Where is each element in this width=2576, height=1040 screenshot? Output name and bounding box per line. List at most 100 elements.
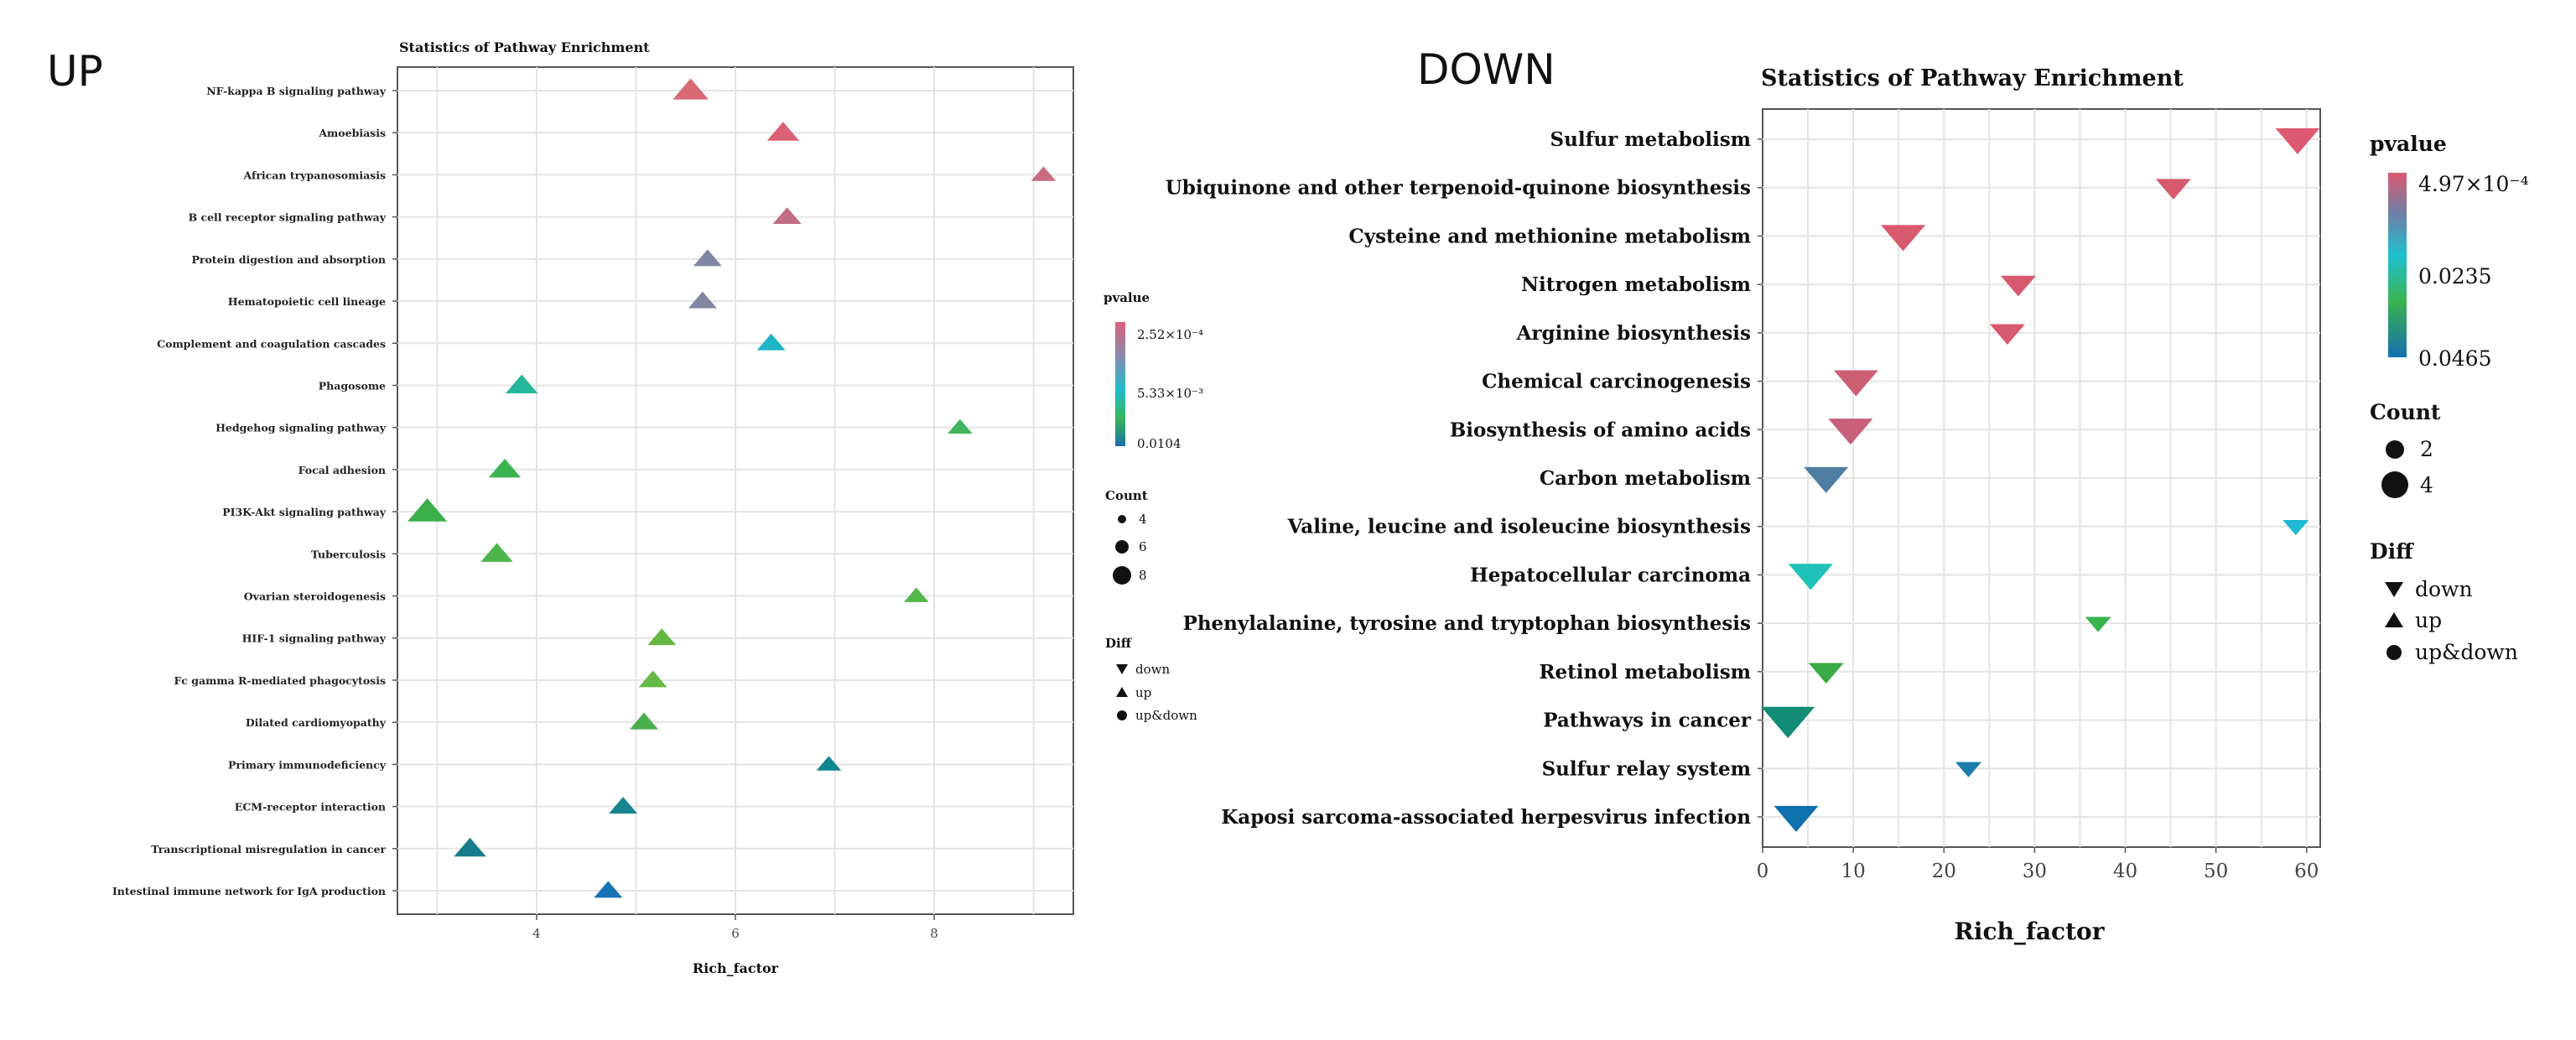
legend-size-label-down: 4 [2420,473,2433,497]
data-point [903,587,929,602]
x-tick-label: 60 [2294,861,2319,882]
data-point [505,374,538,393]
data-point [454,837,486,857]
data-point [1788,564,1833,590]
x-tick-label: 0 [1757,861,1769,882]
legend-color-label-down: 0.0465 [2418,346,2491,371]
data-point [772,207,802,225]
category-label: Intestinal immune network for IgA produc… [112,885,386,897]
legend-shape-label-up: up [1135,685,1151,700]
category-label: Retinol metabolism [1539,661,1751,684]
x-tick-label: 30 [2023,861,2047,882]
x-axis-label-up: Rich_factor [693,960,779,976]
legend-up: pvalue 2.52×10⁻⁴ 5.33×10⁻³ 0.0104 Count … [1104,290,1203,723]
x-ticks-up: 4 6 8 [532,914,938,941]
category-label: Sulfur relay system [1542,757,1751,780]
legend-shape-title-up: Diff [1105,636,1133,651]
category-label: Primary immunodeficiency [228,758,387,771]
x-tick-label: 40 [2113,861,2137,882]
colorbar-down [2388,173,2407,357]
legend-shape-title-down: Diff [2370,539,2414,564]
category-label: Phenylalanine, tyrosine and tryptophan b… [1183,612,1751,635]
data-point [1955,762,1981,777]
data-point [673,78,709,100]
x-tick-label: 8 [930,926,938,941]
category-label: B cell receptor signaling pathway [189,211,387,224]
data-point [2085,616,2111,632]
category-label: Cysteine and methionine metabolism [1348,225,1751,247]
category-labels-up: NF-kappa B signaling pathway Amoebiasis Af… [112,85,397,897]
data-point [1761,706,1815,739]
data-point [1828,419,1873,445]
data-point [2155,179,2191,200]
data-point [948,419,973,434]
x-tick-label: 4 [532,926,541,941]
category-label: Nitrogen metabolism [1521,273,1751,296]
data-point [756,333,786,351]
panel-down: DOWN Statistics of Pathway Enrichment Su… [1166,45,2529,945]
data-point [1804,466,1849,493]
category-label: Focal adhesion [299,464,386,476]
data-point [766,122,800,141]
legend-size-dot-4 [1118,515,1126,523]
legend-color-label-down: 4.97×10⁻⁴ [2418,172,2529,196]
legend-down-triangle-icon [1116,664,1128,674]
data-point [1031,166,1057,181]
category-label: Amoebiasis [318,127,386,139]
data-point [1881,225,1926,252]
data-point [480,543,513,562]
panel-label-up: UP [47,47,103,96]
category-label: Kaposi sarcoma-associated herpesvirus in… [1221,806,1751,829]
category-label: Pathways in cancer [1543,710,1752,732]
data-point [609,797,638,814]
category-label: Ubiquinone and other terpenoid-quinone b… [1166,177,1751,200]
category-label: Phagosome [319,379,386,392]
legend-up-triangle-icon [1116,687,1128,697]
category-label: ECM-receptor interaction [235,801,386,814]
legend-shape-label-up: down [1135,662,1170,677]
legend-shape-label-down: down [2415,577,2473,601]
legend-down-triangle-icon [2385,582,2403,597]
legend-shape-label-down: up&down [2415,640,2518,664]
legend-shape-label-down: up [2415,608,2442,632]
legend-size-title-down: Count [2370,400,2441,424]
legend-color-label-up: 2.52×10⁻⁴ [1137,327,1203,342]
category-label: Complement and coagulation cascades [157,337,386,350]
chart-title-down: Statistics of Pathway Enrichment [1761,65,2184,91]
category-label: Biosynthesis of amino acids [1450,419,1751,441]
x-ticks-down: 0 10 20 30 40 50 60 [1757,847,2319,882]
legend-size-label-up: 6 [1139,539,1147,554]
legend-size-dot-2 [2386,440,2404,459]
category-label: Fc gamma R-mediated phagocytosis [174,674,386,687]
legend-color-title-up: pvalue [1104,290,1150,305]
category-label: Hepatocellular carcinoma [1470,564,1751,586]
data-point [816,756,842,771]
legend-updown-circle-icon [2386,645,2402,660]
x-tick-label: 50 [2204,861,2228,882]
legend-size-dot-8 [1113,566,1131,585]
category-label: Hedgehog signaling pathway [216,422,387,434]
data-point [2000,275,2036,297]
category-label: HIF-1 signaling pathway [242,632,387,645]
legend-size-dot-6 [1115,540,1129,554]
data-point [688,291,717,309]
data-point [693,249,722,267]
legend-down: pvalue 4.97×10⁻⁴ 0.0235 0.0465 Count 2 4… [2370,132,2529,664]
category-label: African trypanosomiasis [242,169,386,181]
data-point [407,498,448,522]
legend-size-dot-4 [2381,471,2408,498]
category-label: Chemical carcinogenesis [1482,371,1751,393]
category-label: Carbon metabolism [1540,467,1751,490]
category-label: PI3K-Akt signaling pathway [222,506,387,518]
panel-label-down: DOWN [1417,45,1555,94]
data-point [1774,805,1819,832]
category-labels-down: Sulfur metabolism Ubiquinone and other te… [1166,128,1763,829]
legend-color-title-down: pvalue [2370,132,2447,156]
data-point [629,712,658,730]
gridlines-up [397,67,1073,914]
x-tick-label: 20 [1932,861,1956,882]
data-point [594,881,623,898]
x-axis-label-down: Rich_factor [1955,918,2106,945]
legend-size-label-down: 2 [2420,437,2433,461]
